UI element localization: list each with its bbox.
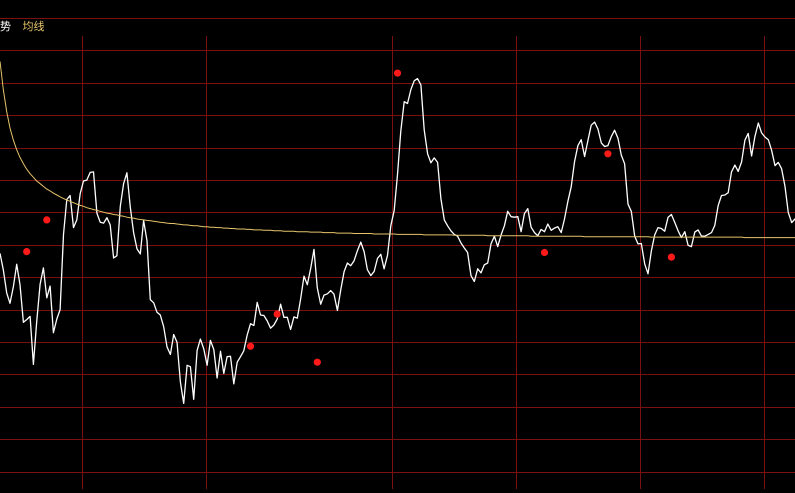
signal-marker xyxy=(667,253,676,261)
signal-marker xyxy=(23,248,31,256)
signal-marker xyxy=(273,310,281,318)
legend-average-label: 均线 xyxy=(22,20,45,33)
legend-price-label: 势 xyxy=(0,20,11,33)
signal-marker xyxy=(313,358,321,366)
average-line xyxy=(0,61,795,239)
signal-marker xyxy=(604,150,612,158)
signal-marker xyxy=(43,216,51,224)
price-line xyxy=(0,77,795,405)
chart-legend: 势 均线 xyxy=(0,19,53,35)
signal-marker xyxy=(540,248,549,257)
signal-marker xyxy=(246,342,255,350)
signal-marker xyxy=(393,69,402,77)
